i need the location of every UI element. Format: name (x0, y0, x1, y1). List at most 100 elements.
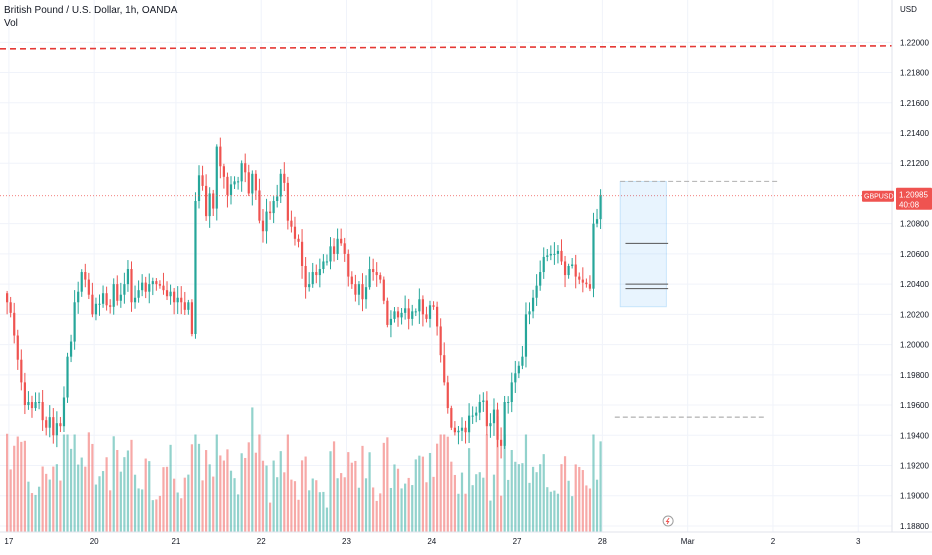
volume-bar (499, 495, 503, 532)
candle-body (133, 297, 137, 303)
chart-overlays (0, 45, 893, 527)
volume-bar (524, 434, 528, 532)
x-tick-label: 3 (856, 537, 861, 546)
volume-bar (144, 458, 147, 532)
volume-bar (517, 464, 520, 532)
candle-body (27, 402, 30, 406)
candle-body (404, 308, 407, 313)
candle-body (478, 402, 481, 413)
volume-bar (205, 450, 208, 532)
volume-bar (368, 452, 371, 532)
volume-bar (404, 483, 407, 532)
chart-title: British Pound / U.S. Dollar, 1h, OANDA (4, 5, 178, 16)
volume-bar (66, 434, 69, 532)
candle-body (9, 302, 12, 313)
volume-bar (432, 476, 435, 532)
volume-bar (549, 491, 552, 532)
volume-bar (492, 474, 496, 532)
symbol-label: GBPUSD (864, 194, 894, 201)
candle-body (332, 246, 336, 254)
candle-body (77, 291, 80, 303)
volume-bar (464, 493, 467, 532)
volume-bar (350, 462, 353, 532)
volume-bar (233, 478, 236, 532)
candle-body (585, 282, 588, 285)
volume-bar (173, 478, 176, 532)
volume-bar (325, 507, 329, 532)
volume-bar (13, 445, 16, 532)
volume-bar (109, 490, 112, 532)
candle-body (517, 365, 520, 374)
volume-bar (187, 474, 190, 532)
volume-bar (80, 457, 83, 532)
x-tick-label: 2 (771, 537, 776, 546)
y-tick-label: 1.20600 (900, 250, 929, 259)
candle-body (496, 409, 499, 440)
volume-bar (130, 439, 133, 532)
volume-bar (190, 444, 194, 532)
candle-body (116, 284, 119, 301)
candle-body (443, 355, 446, 383)
volume-bar (357, 487, 361, 532)
candle-body (222, 166, 225, 177)
candlestick-series (6, 137, 602, 459)
x-tick-label: 22 (257, 537, 266, 546)
candle-body (471, 415, 474, 417)
volume-bar (158, 495, 162, 532)
candle-body (592, 223, 595, 289)
candle-body (240, 163, 243, 182)
candle-body (272, 201, 275, 214)
candle-body (205, 185, 208, 217)
candle-body (393, 311, 396, 319)
countdown-label: 40:08 (899, 201, 920, 210)
candle-body (91, 294, 94, 315)
volume-bar (411, 485, 414, 532)
candle-body (460, 427, 464, 431)
volume-bar (16, 436, 19, 532)
candle-body (414, 311, 417, 313)
candle-body (318, 269, 321, 276)
candle-body (364, 287, 368, 300)
x-tick-label: 17 (4, 537, 13, 546)
volume-bar (581, 470, 584, 532)
candle-body (492, 409, 496, 424)
candle-body (101, 293, 105, 304)
candle-body (16, 335, 19, 360)
candle-body (23, 382, 26, 406)
volume-bar (354, 460, 357, 532)
y-tick-label: 1.21800 (900, 69, 929, 78)
candle-body (588, 284, 592, 289)
candle-body (528, 311, 531, 315)
volume-bar (41, 466, 44, 532)
x-tick-label: 23 (342, 537, 351, 546)
candle-body (69, 341, 73, 357)
candle-body (62, 397, 66, 427)
candle-body (144, 282, 147, 292)
candle-body (560, 250, 563, 262)
candle-body (37, 402, 41, 404)
volume-bar (592, 434, 595, 532)
candle-body (475, 412, 478, 416)
candle-body (66, 356, 69, 398)
volume-bar (471, 485, 474, 532)
volume-bar (443, 434, 446, 532)
volume-bar (315, 480, 318, 532)
volume-bar (293, 481, 297, 532)
chart-legend: British Pound / U.S. Dollar, 1h, OANDA V… (4, 4, 177, 30)
candle-body (201, 175, 204, 186)
volume-bar (77, 464, 80, 532)
volume-bar (396, 468, 400, 532)
volume-bar (258, 434, 261, 532)
y-tick-label: 1.20000 (900, 341, 929, 350)
candle-body (237, 181, 240, 183)
volume-bar (73, 434, 76, 532)
volume-bar (141, 489, 144, 532)
candle-body (535, 285, 538, 298)
candle-body (428, 305, 432, 319)
candle-body (336, 238, 339, 254)
volume-bar (69, 448, 73, 532)
volume-bar (489, 500, 492, 532)
candle-body (261, 220, 265, 232)
